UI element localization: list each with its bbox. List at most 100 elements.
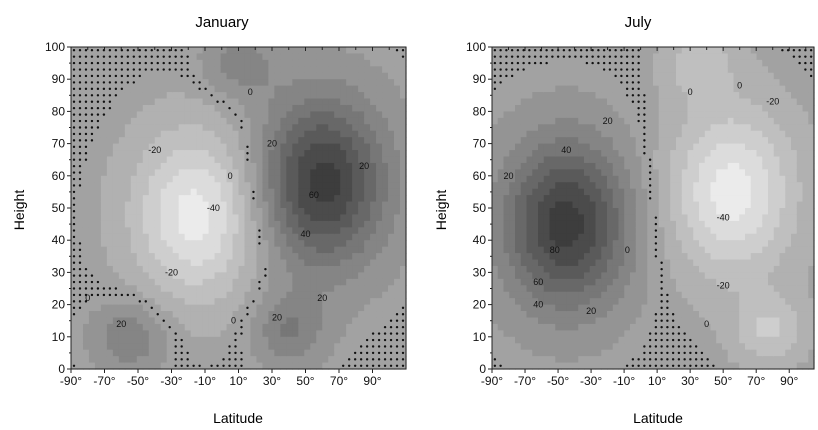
contour-cell [106,278,114,286]
contour-cell [382,72,389,80]
contour-cell [322,143,329,151]
zero-contour-point [90,274,94,277]
contour-cell [298,98,305,106]
contour-cell [346,188,353,196]
contour-cell [382,182,389,190]
contour-cell [364,317,371,325]
contour-cell [88,253,96,261]
contour-cell [142,220,150,228]
contour-cell [584,195,591,203]
contour-cell [136,246,144,254]
contour-cell [400,117,407,125]
contour-cell [400,227,407,235]
contour-cell [370,117,377,125]
contour-cell [492,253,499,261]
contour-cell [190,92,198,100]
zero-contour-point [258,235,261,239]
contour-cell [142,336,150,344]
contour-cell [340,117,347,125]
zero-contour-point [108,100,112,103]
contour-cell [515,182,522,190]
contour-cell [352,72,359,80]
contour-cell [106,201,114,209]
zero-contour-point [210,364,213,367]
contour-cell [388,278,395,286]
contour-cell [687,227,694,235]
contour-cell [220,150,228,158]
contour-cell [130,298,138,306]
contour-cell [676,104,683,112]
contour-cell [100,124,108,132]
contour-cell [136,356,144,364]
contour-cell [400,298,407,306]
contour-cell [630,246,637,254]
contour-cell [226,188,234,196]
contour-cell [274,304,281,312]
contour-cell [202,79,210,87]
contour-cell [226,150,234,158]
contour-cell [612,349,620,357]
zero-contour-point [90,280,94,284]
zero-contour-point [96,55,100,58]
contour-cell [497,272,505,280]
zero-contour-point [204,87,207,91]
contour-cell [166,330,174,338]
contour-cell [130,92,138,100]
contour-cell [244,291,252,299]
contour-cell [268,330,275,338]
contour-cell [268,343,275,351]
contour-cell [286,336,293,344]
contour-cell [328,259,335,267]
contour-cell [244,98,252,106]
contour-cell [214,143,222,151]
contour-cell [358,162,365,170]
contour-cell [238,220,246,228]
contour-cell [118,220,126,228]
contour-cell [503,356,510,364]
contour-cell [543,343,551,351]
contour-cell [244,182,252,190]
contour-cell [136,104,144,112]
contour-cell [376,227,383,235]
zero-contour-point [108,68,112,71]
contour-cell [166,72,174,80]
contour-cell [681,130,689,138]
contour-cell [555,317,562,325]
contour-cell [515,169,522,177]
contour-cell [624,111,631,119]
zero-contour-point [78,55,82,58]
contour-cell [358,156,365,164]
contour-cell [322,227,329,235]
contour-cell [226,79,234,87]
x-axis-label: Latitude [213,410,263,426]
contour-cell [635,253,643,261]
contour-cell [624,246,631,254]
contour-cell [202,311,210,319]
contour-cell [328,246,335,254]
contour-cell [497,150,505,158]
contour-cell [670,304,677,312]
contour-cell [196,201,204,209]
contour-cell [601,85,608,93]
zero-contour-point [78,287,82,290]
contour-cell [244,130,252,138]
contour-cell [190,124,198,132]
contour-cell [635,208,643,216]
contour-cell [238,59,246,67]
contour-cell [601,362,608,370]
contour-cell [630,195,637,203]
contour-cell [612,188,620,196]
contour-cell [184,143,192,151]
contour-cell [130,124,138,132]
zero-contour-point [108,49,112,52]
contour-cell [503,169,510,177]
contour-cell [100,169,108,177]
contour-cell [358,137,365,145]
contour-cell [328,240,335,248]
contour-cell [262,53,270,61]
contour-cell [334,195,341,203]
contour-cell [589,336,597,344]
contour-cell [394,272,401,280]
contour-cell [322,285,329,293]
contour-cell [624,214,631,222]
